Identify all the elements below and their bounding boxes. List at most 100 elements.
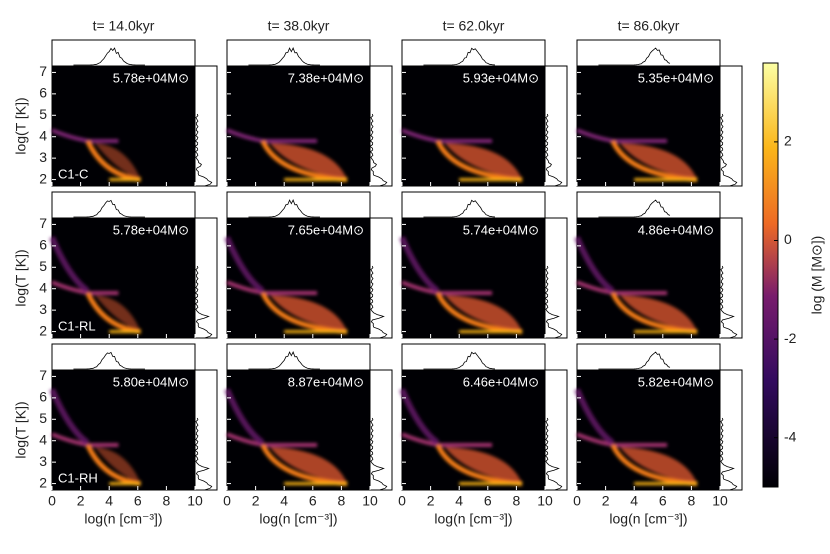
y-tick-label: 2 bbox=[39, 474, 47, 490]
histogram-line bbox=[544, 113, 563, 187]
top-histogram-box bbox=[401, 39, 546, 67]
density-blob bbox=[444, 447, 523, 484]
x-tick-label: 10 bbox=[712, 493, 728, 509]
top-histogram-box bbox=[226, 39, 371, 67]
density-hot bbox=[399, 236, 440, 294]
histogram-line bbox=[423, 351, 495, 370]
right-histogram-box bbox=[194, 65, 218, 187]
mass-label: 5.78e+04M⊙ bbox=[113, 222, 189, 237]
x-tick-label: 2 bbox=[602, 493, 610, 509]
x-tick-label: 6 bbox=[309, 493, 317, 509]
x-tick-label: 4 bbox=[280, 493, 288, 509]
density-blob bbox=[444, 295, 523, 332]
x-tick-label: 6 bbox=[484, 493, 492, 509]
panel: 7.65e+04M⊙ bbox=[224, 191, 393, 339]
x-tick-label: 10 bbox=[537, 493, 553, 509]
histogram-line bbox=[194, 113, 213, 187]
y-tick-label: 4 bbox=[39, 431, 47, 447]
x-tick-label: 4 bbox=[455, 493, 463, 509]
y-tick-label: 3 bbox=[39, 301, 47, 317]
x-tick-label: 0 bbox=[398, 493, 406, 509]
y-axis-label: log(T [K]) bbox=[13, 249, 29, 306]
panel: 0 2 4 6 8 10 6.46e+04M⊙ log(n [cm⁻³]) bbox=[398, 343, 568, 527]
mass-label: 5.93e+04M⊙ bbox=[463, 70, 539, 85]
y-axis-label: log(T [K]) bbox=[13, 97, 29, 154]
density-hot bbox=[574, 236, 615, 294]
phase-panel bbox=[401, 65, 546, 187]
mass-label: 4.86e+04M⊙ bbox=[638, 222, 714, 237]
y-tick-label: 6 bbox=[39, 237, 47, 253]
histogram-line bbox=[73, 199, 145, 218]
colorbar-tick-label: -2 bbox=[784, 330, 797, 346]
x-tick-label: 2 bbox=[77, 493, 85, 509]
histogram-line bbox=[194, 417, 213, 491]
histogram-line bbox=[719, 417, 738, 491]
y-axis-label: log(T [K]) bbox=[13, 401, 29, 458]
histogram-line bbox=[248, 47, 320, 66]
density-blob bbox=[94, 295, 141, 332]
top-histogram-box bbox=[576, 39, 721, 67]
y-tick-label: 7 bbox=[39, 367, 47, 383]
panel: 5.74e+04M⊙ bbox=[399, 191, 568, 339]
top-histogram-box bbox=[51, 343, 196, 371]
mass-label: 5.80e+04M⊙ bbox=[113, 374, 189, 389]
mass-label: 6.46e+04M⊙ bbox=[463, 374, 539, 389]
colorbar-label: log (M [M⊙]) bbox=[809, 236, 825, 315]
mass-label: 7.38e+04M⊙ bbox=[288, 70, 364, 85]
density-blob bbox=[619, 143, 698, 180]
x-tick-label: 2 bbox=[427, 493, 435, 509]
phase-density bbox=[224, 236, 348, 335]
row-label: C1-RL bbox=[58, 318, 96, 333]
y-tick-label: 7 bbox=[39, 63, 47, 79]
density-blob bbox=[269, 143, 348, 180]
top-histogram-box bbox=[51, 39, 196, 67]
phase-density bbox=[401, 128, 523, 183]
y-tick-label: 2 bbox=[39, 322, 47, 338]
top-histogram-box bbox=[576, 343, 721, 371]
x-tick-label: 6 bbox=[134, 493, 142, 509]
y-tick-label: 6 bbox=[39, 389, 47, 405]
colorbar-tick-label: -4 bbox=[784, 428, 797, 444]
density-hot bbox=[224, 388, 265, 446]
x-tick-label: 0 bbox=[48, 493, 56, 509]
phase-density bbox=[49, 236, 141, 335]
mass-label: 5.78e+04M⊙ bbox=[113, 70, 189, 85]
density-blob bbox=[269, 295, 348, 332]
y-tick-label: 7 bbox=[39, 215, 47, 231]
x-tick-label: 10 bbox=[362, 493, 378, 509]
top-histogram-box bbox=[576, 191, 721, 219]
x-tick-label: 8 bbox=[688, 493, 696, 509]
x-tick-label: 0 bbox=[223, 493, 231, 509]
panel: 0 2 4 6 8 10 8.87e+04M⊙ log(n [cm⁻³]) bbox=[223, 343, 393, 527]
column-title: t= 62.0kyr bbox=[443, 18, 505, 34]
histogram-line bbox=[598, 47, 671, 66]
y-tick-label: 3 bbox=[39, 149, 47, 165]
histogram-line bbox=[544, 265, 563, 339]
plot-area: 2 3 4 5 6 7 5.78e+04M⊙ C1-C log(T [K]) t= 14.0kyr… bbox=[13, 18, 825, 527]
density-blob bbox=[619, 295, 698, 332]
column-title: t= 86.0kyr bbox=[618, 18, 680, 34]
x-tick-label: 6 bbox=[659, 493, 667, 509]
histogram-line bbox=[719, 113, 738, 187]
y-tick-label: 5 bbox=[39, 258, 47, 274]
phase-panel bbox=[226, 65, 371, 187]
phase-density bbox=[399, 388, 523, 487]
histogram-line bbox=[194, 265, 213, 339]
phase-density bbox=[574, 388, 698, 487]
phase-density bbox=[49, 388, 141, 487]
top-histogram-box bbox=[226, 191, 371, 219]
y-tick-label: 2 bbox=[39, 170, 47, 186]
mass-label: 5.82e+04M⊙ bbox=[638, 374, 714, 389]
colorbar bbox=[762, 62, 779, 488]
right-histogram-box bbox=[544, 65, 568, 187]
panel: 5.35e+04M⊙ t= 86.0kyr bbox=[576, 18, 743, 187]
density-hot bbox=[49, 236, 90, 294]
histogram-line bbox=[73, 47, 145, 66]
density-blob bbox=[94, 447, 141, 484]
mass-label: 8.87e+04M⊙ bbox=[288, 374, 364, 389]
phase-panel bbox=[576, 65, 721, 187]
row-label: C1-C bbox=[58, 166, 88, 181]
column-title: t= 38.0kyr bbox=[268, 18, 330, 34]
